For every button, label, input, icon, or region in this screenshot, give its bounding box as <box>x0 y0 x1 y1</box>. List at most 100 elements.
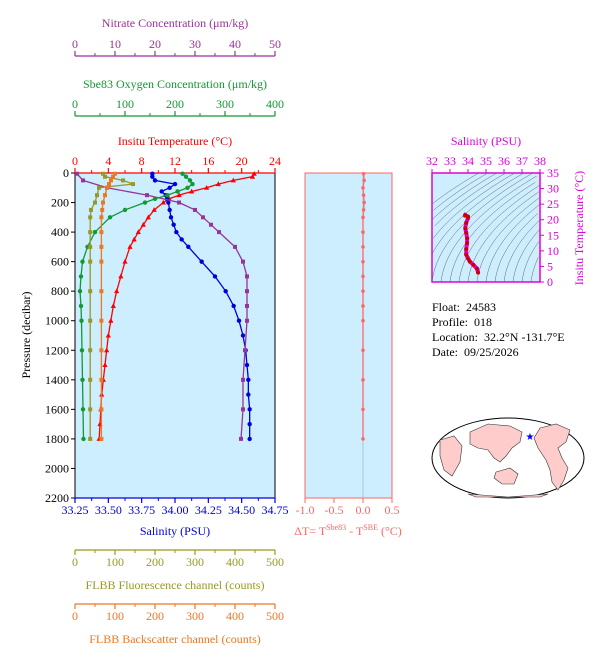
delta-t-point <box>361 407 365 412</box>
pressure-tick-label: 1200 <box>45 343 69 357</box>
salinity-tick-label: 34.25 <box>195 503 222 517</box>
temperature-tick-label: 20 <box>236 154 248 168</box>
backscatter-point <box>107 182 111 187</box>
oxygen-tick-label: 400 <box>266 97 284 111</box>
temperature-tick-label: 4 <box>105 154 111 168</box>
delta-t-point <box>361 193 366 197</box>
ts-density-contour <box>503 219 541 283</box>
salinity-line <box>151 173 251 439</box>
delta-t-point <box>361 348 365 353</box>
oxygen-point <box>81 436 86 442</box>
oxygen-tick-label: 200 <box>166 97 184 111</box>
chlorophyll-point <box>103 174 107 179</box>
backscatter-point <box>99 407 104 412</box>
delta-t-point <box>361 259 365 264</box>
ts-x-tick-label: 38 <box>534 154 546 168</box>
delta-t-series <box>361 171 366 441</box>
temperature-point <box>151 207 157 212</box>
pressure-tick-label: 1800 <box>45 432 69 446</box>
salinity-point <box>167 207 172 213</box>
ts-x-tick-label: 32 <box>426 154 438 168</box>
oxygen-point <box>185 185 190 190</box>
nitrate-tick-label: 20 <box>149 37 161 51</box>
ts-density-contours <box>431 172 541 283</box>
temperature-tick-label: 8 <box>139 154 145 168</box>
oxygen-point <box>79 318 84 323</box>
backscatter-tick-label: 500 <box>266 609 284 623</box>
chlorophyll-tick-label: 200 <box>146 555 164 569</box>
ts-y-tick-label: 0 <box>547 275 553 289</box>
ts-point <box>462 213 467 218</box>
chlorophyll-point <box>97 185 101 190</box>
nitrate-point <box>177 200 181 205</box>
chlorophyll-point <box>88 436 93 441</box>
backscatter-point <box>99 377 104 382</box>
ts-y-tick-label: 20 <box>547 213 559 227</box>
temperature-point <box>145 214 151 220</box>
ts-density-contour <box>476 197 540 283</box>
oxygen-point <box>180 171 185 176</box>
temperature-point <box>102 362 108 368</box>
float-value: 24583 <box>466 300 497 314</box>
salinity-tick-label: 33.25 <box>62 503 89 517</box>
salinity-tick-label: 33.50 <box>95 503 122 517</box>
delta-t-point <box>362 200 366 205</box>
float-label: Float: <box>432 300 461 314</box>
ts-density-contour <box>432 172 515 239</box>
delta-t-point <box>361 185 365 190</box>
pressure-tick-label: 1000 <box>45 314 69 328</box>
nitrate-point <box>245 274 249 279</box>
ts-x-tick-label: 36 <box>498 154 510 168</box>
pressure-tick-label: 800 <box>51 284 69 298</box>
ts-series <box>462 212 481 275</box>
chlorophyll-point <box>88 348 93 353</box>
profile-series <box>75 170 257 442</box>
delta-t-point <box>361 378 365 382</box>
backscatter-tick-label: 0 <box>72 609 78 623</box>
delta-t-point <box>361 437 365 441</box>
location-row: Location: 32.2°N -131.7°E <box>432 330 565 345</box>
nitrate-axis: 0 10 20 30 40 50 <box>72 37 281 57</box>
oxygen-point <box>80 407 86 412</box>
map-landmass-americas <box>533 423 571 491</box>
oxygen-point <box>183 174 189 179</box>
backscatter-point <box>109 178 113 183</box>
salinity-point <box>240 333 246 338</box>
oxygen-point <box>152 196 158 202</box>
salinity-point <box>199 259 204 264</box>
temperature-tick-label: 0 <box>72 154 78 168</box>
ts-density-contour <box>431 172 479 205</box>
chlorophyll-tick-label: 100 <box>106 555 124 569</box>
salinity-point <box>174 229 179 235</box>
temperature-point <box>108 317 114 323</box>
oxygen-point <box>78 303 84 309</box>
map-landmass-antarctica <box>467 493 549 498</box>
oxygen-point <box>142 200 148 205</box>
temperature-point <box>110 303 116 308</box>
salinity-point <box>171 222 176 227</box>
fluorescence-axis-label: FLBB Fluorescence channel (counts) <box>86 578 265 592</box>
oxygen-point <box>187 178 193 183</box>
salinity-point <box>236 318 242 323</box>
ts-density-contour <box>467 191 540 283</box>
ts-density-contour <box>431 172 533 283</box>
pressure-tick-label: 400 <box>51 225 69 239</box>
date-value: 09/25/2026 <box>464 345 519 359</box>
pressure-tick-label: 0 <box>63 166 69 180</box>
pressure-axis: 0 200 400 600 800 1000 1200 1400 1600 1800 2000 220… <box>45 166 75 505</box>
ts-x-tick-label: 37 <box>516 154 528 168</box>
temperature-point <box>215 181 221 187</box>
salinity-point <box>159 189 164 194</box>
temperature-tick-label: 24 <box>269 154 281 168</box>
ts-panel-background <box>431 172 541 283</box>
chlorophyll-tick-label: 500 <box>266 555 284 569</box>
map-landmass-asia <box>469 423 523 463</box>
oxygen-point <box>78 274 84 279</box>
nitrate-point <box>145 193 149 198</box>
temperature-point <box>127 244 133 249</box>
ts-y-tick-label: 35 <box>547 166 559 180</box>
oxygen-point <box>175 189 180 194</box>
salinity-point <box>168 215 174 220</box>
pressure-tick-label: 1400 <box>45 373 69 387</box>
